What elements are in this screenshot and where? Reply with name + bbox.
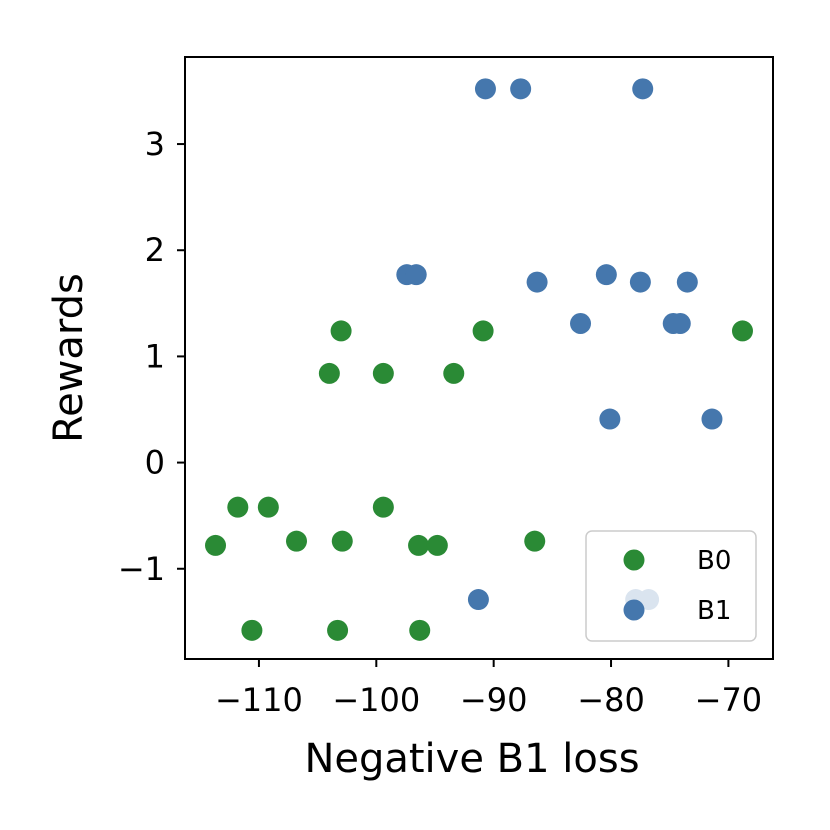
- point-b1-0: [474, 78, 496, 100]
- y-tick-label: 1: [145, 337, 165, 375]
- point-b1-11: [669, 312, 691, 334]
- point-b1-7: [629, 271, 651, 293]
- x-tick-label: −90: [460, 681, 528, 719]
- x-tick-label: −100: [332, 681, 420, 719]
- legend-marker-b1: [623, 599, 645, 621]
- point-b0-4: [285, 530, 307, 552]
- point-b0-0: [205, 534, 227, 556]
- point-b0-3: [241, 619, 263, 641]
- x-tick-label: −110: [215, 681, 303, 719]
- point-b1-14: [467, 589, 489, 611]
- point-b0-15: [472, 320, 494, 342]
- point-b1-9: [570, 312, 592, 334]
- point-b0-13: [426, 534, 448, 556]
- point-b1-12: [599, 408, 621, 430]
- legend-label-b0: B0: [697, 546, 731, 576]
- point-b0-9: [372, 362, 394, 384]
- point-b1-6: [595, 264, 617, 286]
- point-b0-16: [524, 530, 546, 552]
- point-b0-12: [409, 619, 431, 641]
- point-b0-11: [408, 534, 430, 556]
- legend-label-b1: B1: [697, 596, 731, 626]
- x-axis-title: Negative B1 loss: [304, 736, 639, 782]
- point-b0-6: [330, 320, 352, 342]
- point-b0-7: [331, 530, 353, 552]
- plot-frame: [184, 56, 774, 660]
- point-b1-8: [676, 271, 698, 293]
- point-b0-2: [257, 496, 279, 518]
- point-b0-8: [327, 619, 349, 641]
- point-b1-2: [632, 78, 654, 100]
- y-tick-label: −1: [118, 550, 165, 588]
- point-b1-13: [701, 408, 723, 430]
- x-tick-label: −80: [577, 681, 645, 719]
- point-b0-1: [227, 496, 249, 518]
- point-b0-14: [443, 362, 465, 384]
- point-b1-4: [405, 264, 427, 286]
- point-b0-10: [372, 496, 394, 518]
- point-b1-5: [526, 271, 548, 293]
- data-points: [205, 78, 753, 641]
- y-axis-title: Rewards: [46, 273, 92, 443]
- point-b1-1: [510, 78, 532, 100]
- x-axis: −110 −100 −90 −80 −70: [215, 659, 762, 719]
- y-tick-label: 2: [145, 231, 165, 269]
- y-tick-label: 3: [145, 125, 165, 163]
- point-b0-17: [731, 320, 753, 342]
- x-tick-label: −70: [695, 681, 763, 719]
- legend-marker-b0: [623, 549, 645, 571]
- y-axis: −1 0 1 2 3: [118, 125, 185, 588]
- point-b0-5: [318, 362, 340, 384]
- y-tick-label: 0: [145, 444, 165, 482]
- legend: B0 B1: [585, 530, 757, 642]
